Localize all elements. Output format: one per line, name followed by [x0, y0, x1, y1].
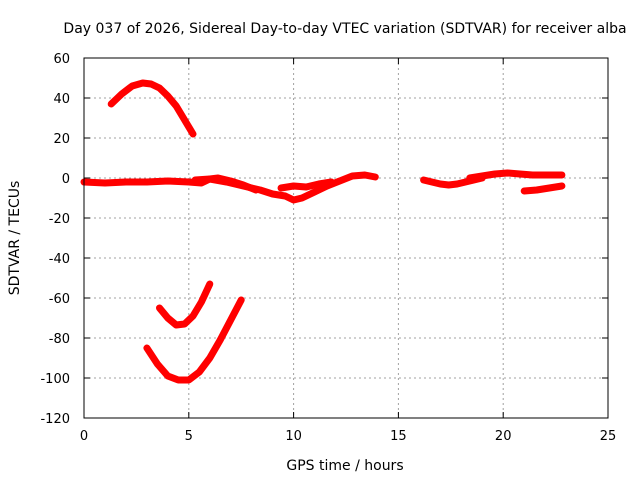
series-arc-upper — [107, 79, 197, 138]
y-axis-label: SDTVAR / TECUs — [7, 181, 23, 296]
series-band-5 — [466, 169, 566, 182]
y-tick-label-3: 0 — [62, 172, 70, 187]
x-tick-label-0: 0 — [80, 429, 88, 444]
x-tick-label-1: 5 — [185, 429, 193, 444]
ticks: 0 5 10 15 20 25 60 40 20 0 -20 -40 -60 -80 -100 -120 — [40, 52, 616, 444]
y-tick-label-5: -40 — [49, 252, 70, 267]
series-band-3 — [277, 178, 335, 192]
y-tick-label-6: -60 — [49, 292, 70, 307]
x-axis-label: GPS time / hours — [286, 458, 403, 474]
chart-title: Day 037 of 2026, Sidereal Day-to-day VTE… — [63, 21, 626, 37]
series-arc-lower-1 — [156, 280, 214, 329]
series-arc-lower-2 — [143, 296, 245, 384]
y-tick-label-8: -100 — [40, 372, 70, 387]
y-tick-label-2: 20 — [53, 132, 70, 147]
y-tick-label-1: 40 — [53, 92, 70, 107]
y-tick-label-0: 60 — [53, 52, 70, 67]
x-tick-label-5: 25 — [600, 429, 617, 444]
x-tick-label-3: 15 — [390, 429, 407, 444]
y-tick-label-4: -20 — [49, 212, 70, 227]
series-band-6 — [520, 182, 566, 195]
series-group — [80, 79, 566, 384]
grid — [84, 58, 608, 418]
y-tick-label-7: -80 — [49, 332, 70, 347]
series-band-2 — [191, 171, 379, 204]
plot-frame — [83, 57, 609, 419]
x-tick-label-2: 10 — [285, 429, 302, 444]
x-tick-label-4: 20 — [495, 429, 512, 444]
y-tick-label-9: -120 — [40, 412, 70, 427]
